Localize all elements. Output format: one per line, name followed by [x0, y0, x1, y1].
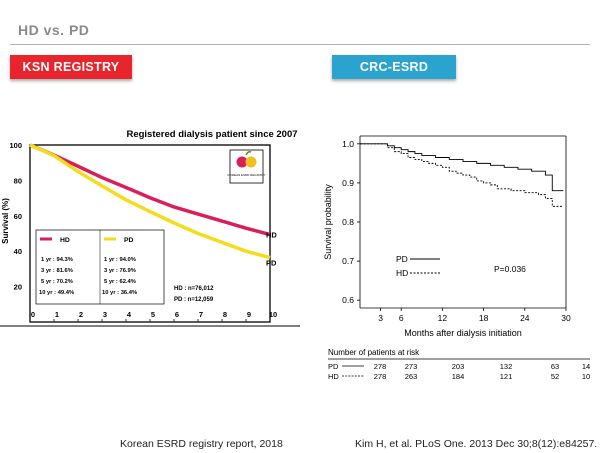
risk-value-pd-0: 278	[374, 362, 387, 371]
crc-esrd-registry-tab: CRC-ESRD REGISTRY	[332, 55, 456, 98]
left-y-tick-label-0: 20	[14, 283, 22, 292]
left-n-pd: PD : n=12,059	[174, 297, 214, 303]
right-y-tick-label-2: 0.8	[342, 217, 354, 227]
right-x-tick-label-5: 30	[561, 313, 571, 323]
risk-table-title: Number of patients at risk	[328, 348, 420, 357]
right-x-tick-label-1: 6	[399, 313, 404, 323]
right-source-caption: Kim H, et al. PLoS One. 2013 Dec 30;8(12…	[355, 438, 598, 450]
slide-title: HD vs. PD	[18, 22, 90, 38]
p-value-annotation: P=0.036	[494, 264, 526, 274]
right-x-axis-label: Months after dialysis initiation	[404, 328, 522, 338]
left-y-tick-label-3: 80	[14, 176, 22, 185]
left-x-tick-label-3: 3	[103, 310, 107, 319]
right-y-tick-label-0: 0.6	[342, 295, 354, 305]
right-x-tick-label-4: 24	[520, 313, 530, 323]
right-x-tick-label-3: 18	[479, 313, 489, 323]
risk-value-hd-1: 263	[405, 372, 418, 381]
registry-logo-text: KOREAN ESRD REGISTRY	[228, 173, 266, 177]
right-series-line-pd	[360, 143, 564, 192]
right-plot-axes	[359, 135, 567, 309]
left-x-tick-label-0: 0	[31, 310, 35, 319]
right-y-tick-label-4: 1.0	[342, 139, 354, 149]
left-legend-hd-1yr: 1 yr : 94.3%	[41, 257, 73, 263]
right-y-axis-label: Survival probability	[323, 184, 333, 260]
left-x-tick-label-7: 7	[199, 310, 203, 319]
left-series-end-label-pd: PD	[266, 259, 277, 268]
left-x-tick-label-5: 5	[151, 310, 155, 319]
left-legend-pd: PD	[124, 237, 134, 244]
left-y-tick-label-1: 40	[14, 247, 22, 256]
left-x-tick-label-2: 2	[79, 310, 83, 319]
right-y-tick-label-1: 0.7	[342, 256, 354, 266]
risk-value-pd-4: 63	[551, 362, 559, 371]
left-legend-pd-10yr: 10 yr : 36.4%	[102, 290, 137, 296]
right-y-tick-label-3: 0.9	[342, 178, 354, 188]
risk-value-pd-2: 203	[452, 362, 465, 371]
left-y-axis-label: Survival (%)	[1, 198, 10, 244]
right-legend-hd: HD	[396, 268, 408, 278]
right-legend: PD HD	[396, 254, 440, 278]
left-n-hd: HD : n=76,012	[174, 286, 214, 292]
risk-row-label-pd: PD	[328, 362, 339, 371]
right-x-tick-label-0: 3	[378, 313, 383, 323]
risk-value-pd-5: 14	[582, 362, 590, 371]
right-x-tick-label-2: 12	[438, 313, 448, 323]
left-series-line-pd	[29, 143, 271, 260]
risk-value-hd-3: 121	[500, 372, 513, 381]
left-legend-pd-1yr: 1 yr : 94.0%	[104, 257, 136, 263]
risk-value-pd-3: 132	[500, 362, 513, 371]
ksn-survival-chart: Registered dialysis patient since 2007 S…	[0, 129, 300, 327]
left-legend-hd: HD	[60, 237, 70, 244]
left-legend-hd-10yr: 10 yr : 49.4%	[39, 290, 74, 296]
left-x-tick-label-1: 1	[55, 310, 59, 319]
left-series-line-hd	[29, 143, 271, 237]
risk-table: Number of patients at risk PD HD 278 273 2…	[328, 348, 590, 381]
risk-value-hd-4: 52	[551, 372, 559, 381]
left-legend-hd-3yr: 3 yr : 81.6%	[41, 268, 73, 274]
risk-row-label-hd: HD	[328, 372, 339, 381]
left-x-tick-label-8: 8	[223, 310, 227, 319]
left-x-tick-label-6: 6	[175, 310, 179, 319]
left-legend: HD 1 yr : 94.3% 3 yr : 81.6% 5 yr : 70.2…	[35, 229, 165, 305]
ksn-registry-tab: KSN REGISTRY	[10, 55, 132, 79]
left-x-tick-label-9: 9	[247, 310, 251, 319]
left-x-tick-label-4: 4	[127, 310, 132, 319]
risk-value-hd-2: 184	[452, 372, 465, 381]
left-legend-hd-5yr: 5 yr : 70.2%	[41, 279, 73, 285]
left-y-tick-label-4: 100	[9, 141, 22, 150]
left-series-end-label-hd: HD	[266, 231, 277, 240]
left-y-tick-label-2: 60	[14, 212, 22, 221]
left-source-caption: Korean ESRD registry report, 2018	[120, 438, 283, 450]
left-x-tick-label-10: 10	[269, 310, 277, 319]
left-chart-title: Registered dialysis patient since 2007	[126, 129, 297, 140]
right-series-line-hd	[360, 143, 564, 207]
registry-logo: KOREAN ESRD REGISTRY	[228, 149, 266, 184]
left-legend-pd-3yr: 3 yr : 76.9%	[104, 268, 136, 274]
risk-value-hd-0: 278	[374, 372, 387, 381]
left-legend-pd-5yr: 5 yr : 62.4%	[104, 279, 136, 285]
crc-esrd-survival-chart: Survival probability Months after dialys…	[323, 135, 590, 381]
risk-value-pd-1: 273	[405, 362, 418, 371]
risk-value-hd-5: 10	[582, 372, 590, 381]
right-legend-pd: PD	[396, 254, 408, 264]
title-divider	[10, 44, 590, 45]
